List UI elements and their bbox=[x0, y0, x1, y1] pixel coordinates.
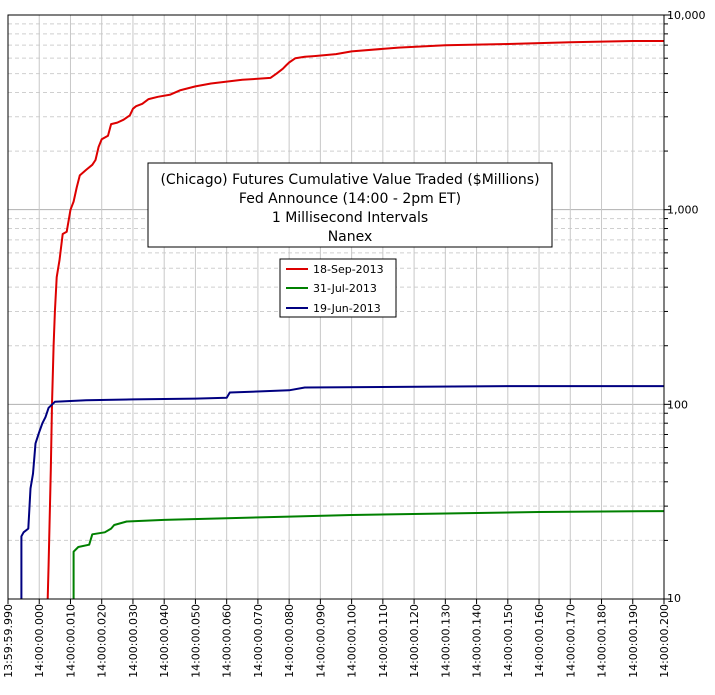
x-tick-label: 14:00:00.160 bbox=[533, 604, 546, 678]
title-line-3: 1 Millisecond Intervals bbox=[272, 210, 428, 226]
series-line-0 bbox=[46, 40, 664, 600]
plot-area-frame bbox=[7, 14, 665, 600]
legend-label-19-jun: 19-Jun-2013 bbox=[313, 302, 381, 315]
y-tick-label: 100 bbox=[667, 398, 688, 411]
x-tick-label: 14:00:00.200 bbox=[658, 604, 671, 678]
x-tick-label: 14:00:00.130 bbox=[439, 604, 452, 678]
x-tick-label: 14:00:00.090 bbox=[314, 604, 327, 678]
y-tick-label: 10,000 bbox=[667, 9, 706, 22]
grid-x bbox=[38, 15, 634, 599]
x-tick-label: 14:00:00.120 bbox=[408, 604, 421, 678]
series-lines bbox=[20, 40, 665, 600]
series-line-1 bbox=[72, 510, 665, 599]
y-tick-label: 1,000 bbox=[667, 204, 699, 217]
x-axis: 13:59:59.990 14:00:00.000 14:00:00.010 14:0… bbox=[2, 599, 671, 678]
x-tick-label: 14:00:00.100 bbox=[346, 604, 359, 678]
x-tick-label: 14:00:00.000 bbox=[33, 604, 46, 678]
x-tick-label: 14:00:00.040 bbox=[158, 604, 171, 678]
title-box: (Chicago) Futures Cumulative Value Trade… bbox=[147, 162, 553, 248]
x-tick-label: 14:00:00.010 bbox=[64, 604, 77, 678]
title-line-4: Nanex bbox=[328, 229, 373, 245]
y-axis: 10 100 1,000 10,000 bbox=[664, 9, 706, 605]
x-tick-label: 14:00:00.150 bbox=[502, 604, 515, 678]
series-line-2 bbox=[20, 385, 664, 599]
legend-label-18-sep: 18-Sep-2013 bbox=[313, 263, 384, 276]
y-tick-label: 10 bbox=[667, 592, 681, 605]
grid-minor-y bbox=[8, 23, 664, 541]
x-tick-label: 14:00:00.060 bbox=[221, 604, 234, 678]
legend-label-31-jul: 31-Jul-2013 bbox=[313, 282, 377, 295]
title-line-1: (Chicago) Futures Cumulative Value Trade… bbox=[160, 172, 539, 188]
x-tick-label: 14:00:00.050 bbox=[189, 604, 202, 678]
legend: 18-Sep-2013 31-Jul-2013 19-Jun-2013 bbox=[279, 258, 397, 318]
x-tick-label: 14:00:00.070 bbox=[252, 604, 265, 678]
x-tick-label: 14:00:00.190 bbox=[627, 604, 640, 678]
x-tick-label: 14:00:00.180 bbox=[596, 604, 609, 678]
x-tick-label: 14:00:00.080 bbox=[283, 604, 296, 678]
x-tick-label: 13:59:59.990 bbox=[2, 604, 15, 678]
x-tick-label: 14:00:00.020 bbox=[96, 604, 109, 678]
x-tick-label: 14:00:00.140 bbox=[471, 604, 484, 678]
title-line-2: Fed Announce (14:00 - 2pm ET) bbox=[239, 191, 461, 207]
x-tick-label: 14:00:00.030 bbox=[127, 604, 140, 678]
x-tick-label: 14:00:00.170 bbox=[564, 604, 577, 678]
x-tick-label: 14:00:00.110 bbox=[377, 604, 390, 678]
